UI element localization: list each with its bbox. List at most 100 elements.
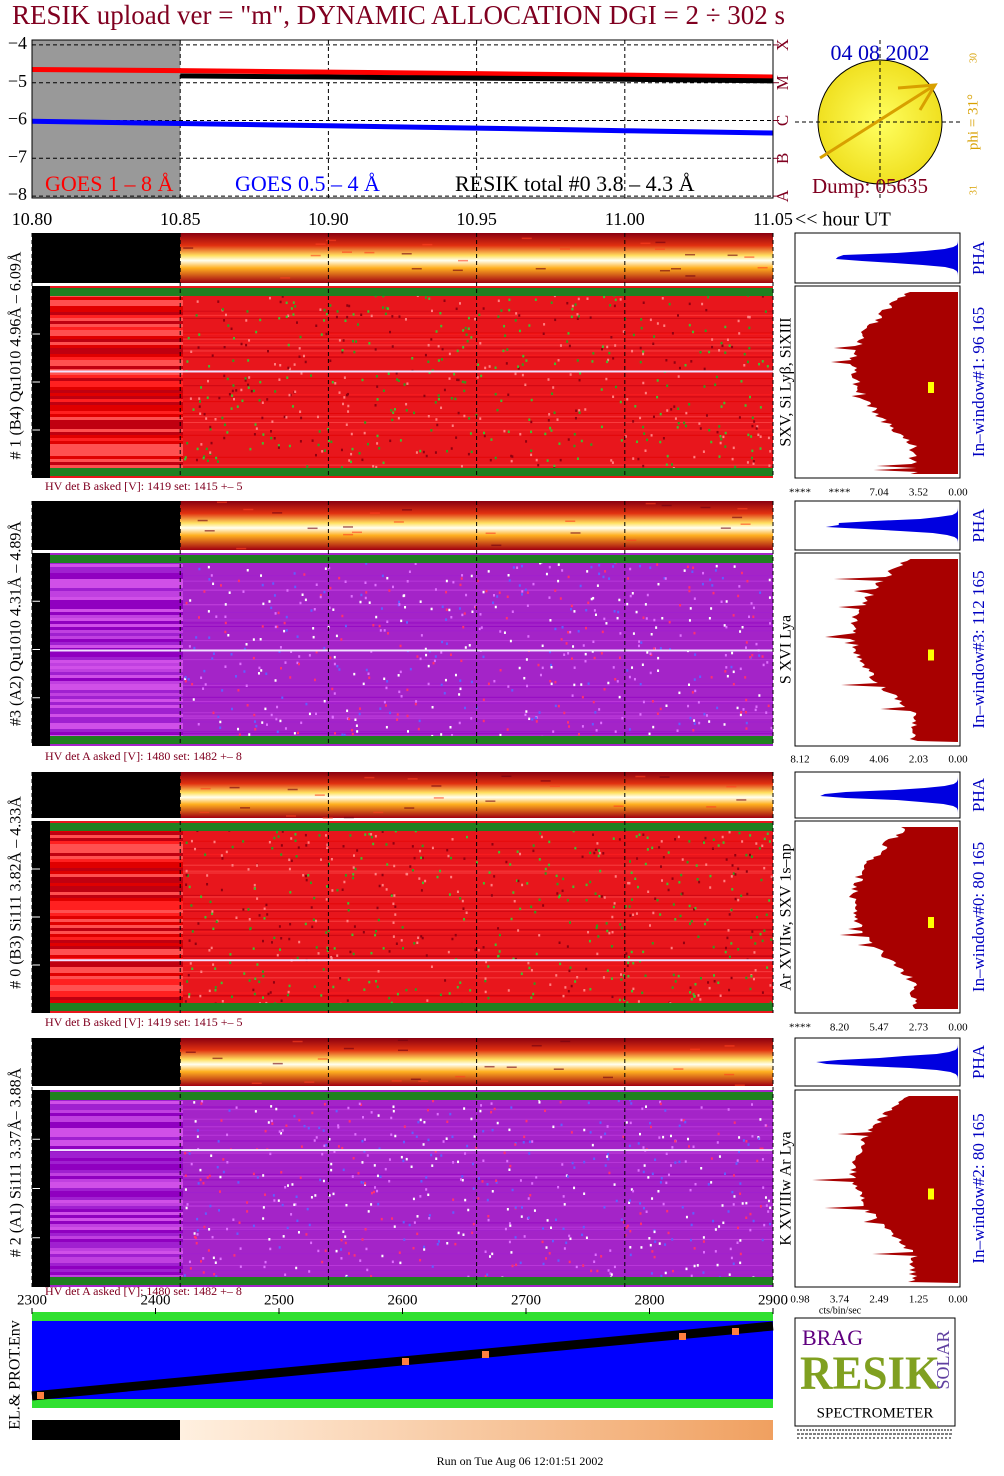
spectrogram-speck	[400, 619, 403, 623]
spectrogram-row	[50, 678, 183, 681]
spectrogram-speck	[320, 994, 323, 997]
spectrogram-speck	[721, 576, 724, 580]
spectrogram-speck	[444, 979, 447, 982]
spectrogram-speck	[712, 1219, 715, 1223]
spectrogram-speck	[410, 1165, 413, 1169]
spectrogram-speck	[597, 935, 600, 938]
spectrogram-row	[50, 898, 183, 901]
spectrogram-speck	[549, 619, 552, 622]
spectrogram-speck	[230, 407, 233, 410]
spectrogram-speck	[261, 416, 264, 420]
strip-noise	[635, 775, 646, 778]
spectrogram-speck	[630, 950, 633, 954]
spectrogram-speck	[398, 315, 401, 318]
strip-noise	[310, 254, 321, 257]
strip-noise	[307, 527, 318, 530]
spectrogram-speck	[642, 381, 645, 385]
spectrogram-speck	[577, 630, 580, 633]
spectrogram-speck	[480, 374, 483, 378]
spectrogram-speck	[570, 984, 573, 988]
spectrogram-speck	[363, 988, 366, 991]
strip-noise	[540, 780, 551, 782]
spectrogram-row	[50, 453, 183, 456]
spectrogram-row	[50, 910, 183, 913]
x-axis-title: << hour UT	[795, 209, 891, 231]
spectrogram-speck	[305, 1233, 308, 1236]
spectrogram-speck	[671, 463, 674, 466]
spectrogram-speck	[463, 612, 466, 615]
spectrogram-speck	[579, 372, 582, 375]
spectrogram-speck	[339, 976, 342, 980]
spectrogram-speck	[718, 455, 721, 458]
spectrogram-band	[50, 1092, 773, 1100]
spectrogram-row	[50, 1137, 183, 1140]
spectrogram-speck	[770, 726, 773, 730]
spectrogram-speck	[662, 1202, 665, 1206]
spectrogram-speck	[434, 1150, 437, 1153]
spectrogram-speck	[250, 389, 253, 393]
spectrogram-speck	[443, 299, 446, 303]
spectrogram-speck	[723, 723, 726, 726]
spectrogram-speck	[693, 455, 696, 459]
spectrogram-speck	[281, 696, 284, 700]
spectrogram-band	[183, 1152, 773, 1154]
spectrogram-speck	[688, 619, 691, 622]
spectrogram-speck	[352, 313, 355, 316]
strip-noise	[506, 1066, 517, 1068]
spectrogram-speck	[482, 1159, 485, 1162]
spectrogram-speck	[754, 969, 757, 972]
spectrogram-speck	[288, 367, 291, 371]
spectrogram-speck	[479, 613, 482, 616]
spectrogram-speck	[337, 1145, 340, 1148]
spectrogram-speck	[272, 1194, 275, 1197]
spectrogram-speck	[488, 365, 491, 368]
spectrogram-speck	[278, 378, 281, 381]
spectrogram-speck	[634, 877, 637, 881]
spectrogram-speck	[294, 390, 297, 394]
spectrogram-speck	[361, 1139, 364, 1143]
spectrogram-speck	[375, 615, 378, 619]
spectrogram-speck	[260, 669, 263, 672]
spectrogram-speck	[445, 579, 448, 583]
hist-marker	[928, 1188, 934, 1200]
spectrogram-speck	[606, 360, 609, 364]
spectrogram-speck	[570, 315, 573, 319]
spectrogram-speck	[198, 567, 201, 571]
spectrogram-band	[183, 417, 773, 419]
spectrogram-speck	[397, 674, 400, 677]
spectrogram-speck	[340, 1257, 343, 1260]
spectrogram-speck	[219, 1175, 222, 1179]
spectrogram-speck	[374, 294, 377, 298]
spectrogram-speck	[462, 907, 465, 910]
logo-brag: BRAG	[802, 1325, 863, 1350]
spectrogram-speck	[294, 305, 297, 308]
spectrogram-speck	[376, 1174, 379, 1178]
spectrogram-speck	[255, 330, 258, 334]
spectrogram-speck	[697, 994, 700, 997]
spectrogram-speck	[485, 589, 488, 593]
spectrogram-speck	[649, 1125, 652, 1129]
spectrogram-speck	[676, 729, 679, 732]
spectrogram-speck	[439, 869, 442, 873]
spectrogram-speck	[257, 672, 260, 675]
spectrogram-speck	[482, 307, 485, 310]
spectrogram-speck	[488, 871, 491, 874]
spectrogram-speck	[471, 1162, 474, 1166]
spectrogram-speck	[690, 920, 693, 923]
spectrogram-speck	[548, 413, 551, 416]
spectrogram-speck	[197, 722, 200, 726]
spectrogram-speck	[341, 733, 344, 737]
spectrogram-speck	[211, 1235, 214, 1239]
x-tick-label: 11.05	[753, 209, 793, 229]
spectrogram-speck	[185, 883, 188, 886]
spectrogram-speck	[639, 1222, 642, 1226]
spectrogram-speck	[360, 857, 363, 860]
spectrogram-band	[183, 1179, 773, 1181]
spectrogram-speck	[659, 1102, 662, 1106]
spectrogram-speck	[314, 453, 317, 457]
spectrogram-speck	[195, 458, 198, 462]
spectrogram-speck	[363, 1150, 366, 1153]
spectrogram-speck	[648, 924, 651, 927]
spectrogram-speck	[708, 350, 711, 354]
spectrogram-band	[183, 683, 773, 685]
